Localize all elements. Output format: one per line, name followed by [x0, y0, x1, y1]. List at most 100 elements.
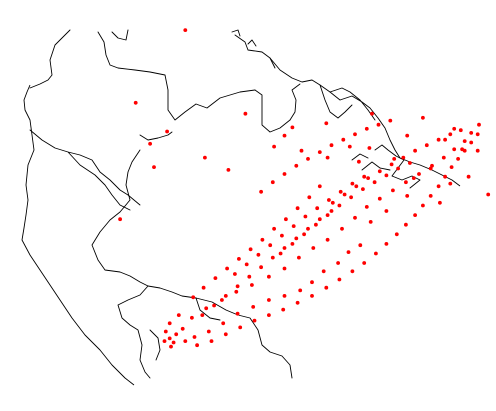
occurrence-point — [267, 298, 271, 302]
occurrence-point — [200, 313, 205, 317]
occurrence-point — [486, 192, 491, 197]
occurrence-point — [176, 313, 181, 317]
occurrence-point — [391, 188, 395, 193]
occurrence-point — [366, 176, 370, 181]
occurrence-point — [260, 237, 265, 242]
peru-brazil-border — [91, 131, 173, 287]
occurrence-point — [428, 194, 433, 198]
occurrence-point — [475, 132, 480, 137]
occurrence-point — [325, 213, 330, 218]
occurrence-point — [438, 200, 442, 205]
occurrence-point — [306, 157, 310, 161]
occurrence-point — [314, 222, 318, 227]
occurrence-point — [315, 206, 320, 211]
occurrence-point — [449, 165, 454, 170]
occurrence-point — [220, 298, 224, 302]
occurrence-point — [421, 115, 425, 120]
occurrence-point — [201, 285, 206, 290]
occurrence-point — [294, 236, 299, 241]
occurrence-point — [317, 150, 322, 155]
occurrence-point — [389, 162, 394, 167]
occurrence-point — [325, 237, 330, 242]
occurrence-point — [388, 118, 393, 123]
occurrence-point — [469, 140, 474, 145]
occurrence-point — [342, 192, 347, 197]
occurrence-point — [346, 250, 351, 255]
occurrence-point — [282, 246, 287, 250]
occurrence-point — [294, 163, 299, 168]
occurrence-point — [350, 181, 355, 186]
occurrence-point — [337, 203, 342, 208]
occurrence-point — [413, 213, 417, 218]
occurrence-point — [226, 168, 231, 172]
occurrence-point — [362, 174, 367, 179]
occurrence-point — [278, 251, 283, 256]
occurrence-point — [357, 159, 361, 164]
colombia-venezuela-border — [29, 29, 256, 121]
occurrence-point — [405, 133, 410, 138]
occurrence-point — [462, 139, 467, 144]
occurrence-point — [372, 180, 377, 185]
occurrence-point — [235, 311, 240, 316]
occurrence-point — [354, 184, 359, 189]
occurrence-point — [248, 247, 253, 252]
occurrence-point — [462, 148, 467, 153]
occurrence-point — [272, 144, 276, 149]
occurrence-point — [336, 261, 340, 265]
occurrence-point — [408, 161, 412, 165]
occurrence-point — [267, 313, 271, 317]
occurrence-point — [252, 318, 257, 323]
occurrence-point — [195, 343, 200, 348]
occurrence-point — [321, 269, 326, 274]
occurrence-point — [404, 180, 408, 185]
occurrence-point — [268, 243, 273, 248]
occurrence-point — [337, 277, 342, 282]
occurrence-point — [295, 206, 300, 211]
occurrence-point — [163, 329, 168, 334]
occurrence-point — [299, 148, 304, 153]
occurrence-point — [250, 283, 254, 287]
occurrence-point — [377, 196, 382, 201]
occurrence-point — [436, 184, 441, 189]
occurrence-point — [281, 307, 286, 312]
occurrence-point — [192, 335, 197, 339]
occurrence-point — [311, 246, 316, 250]
occurrence-point — [364, 205, 369, 209]
caribbean-islands — [231, 29, 257, 47]
occurrence-point — [324, 285, 329, 290]
occurrence-point — [291, 224, 296, 229]
occurrence-point — [477, 122, 481, 127]
guyana-border — [254, 57, 341, 133]
occurrence-point — [295, 300, 300, 305]
occurrence-point — [452, 147, 457, 152]
atlantic-coastline — [339, 95, 461, 187]
occurrence-point — [243, 111, 248, 116]
occurrence-point — [340, 226, 344, 231]
occurrence-point — [401, 155, 406, 160]
occurrence-point — [329, 143, 334, 148]
occurrence-point — [430, 163, 434, 168]
occurrence-point — [212, 303, 217, 308]
occurrence-point — [448, 181, 453, 186]
occurrence-point — [191, 295, 196, 300]
occurrence-point — [436, 137, 441, 142]
occurrence-point — [162, 339, 167, 343]
occurrence-point — [282, 133, 287, 138]
occurrence-point — [353, 132, 357, 137]
occurrence-point — [152, 165, 156, 170]
occurrence-point — [148, 141, 153, 146]
occurrence-point — [310, 294, 314, 298]
occurrence-point — [317, 217, 322, 222]
occurrence-point — [303, 214, 308, 219]
occurrence-point — [361, 187, 365, 192]
occurrence-point — [307, 195, 312, 200]
occurrence-point — [411, 176, 416, 181]
occurrence-point — [413, 148, 417, 153]
occurrence-point — [358, 243, 363, 248]
occurrence-point — [424, 143, 429, 148]
occurrence-point — [174, 332, 179, 337]
occurrence-point — [247, 274, 252, 279]
occurrence-point — [338, 189, 343, 194]
